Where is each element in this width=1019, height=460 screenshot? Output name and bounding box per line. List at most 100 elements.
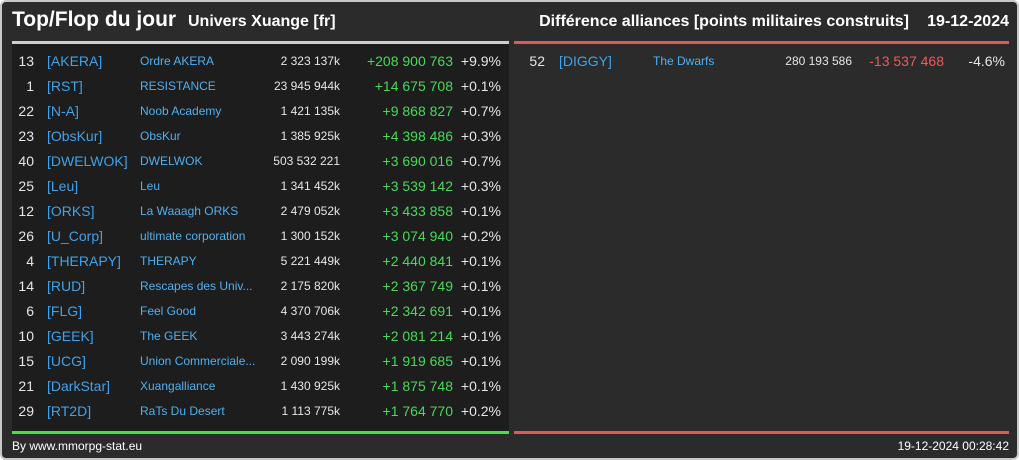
ranking-subtitle: Différence alliances [points militaires … xyxy=(539,13,909,30)
alliance-tag-link[interactable]: [RT2D] xyxy=(47,403,92,419)
alliance-tag-link[interactable]: [DIGGY] xyxy=(559,53,612,69)
percent-change: +0.7% xyxy=(460,153,501,169)
percent-change: +0.1% xyxy=(460,253,501,269)
alliance-rank: 4 xyxy=(26,253,34,269)
header-date: 19-12-2024 xyxy=(927,13,1009,30)
alliance-rank: 26 xyxy=(18,228,34,244)
alliance-name-link[interactable]: The Dwarfs xyxy=(653,54,715,68)
header: Top/Flop du jour Univers Xuange [fr] Dif… xyxy=(2,2,1017,42)
percent-change: +0.1% xyxy=(460,378,501,394)
alliance-tag-link[interactable]: [RUD] xyxy=(47,278,86,294)
alliance-points: 1 341 452k xyxy=(280,179,340,193)
alliance-name-link[interactable]: DWELWOK xyxy=(140,154,203,168)
table-row: 25 [Leu] Leu 1 341 452k +3 539 142 +0.3% xyxy=(12,174,509,199)
alliance-name-link[interactable]: RESISTANCE xyxy=(140,79,216,93)
alliance-rank: 25 xyxy=(18,178,34,194)
table-row: 21 [DarkStar] Xuangalliance 1 430 925k +1 87… xyxy=(12,374,509,399)
top-losers-panel: 52 [DIGGY] The Dwarfs 280 193 586 -13 537 46… xyxy=(514,44,1009,431)
points-difference: +3 433 858 xyxy=(382,203,453,219)
alliance-points: 503 532 221 xyxy=(273,154,340,168)
alliance-rank: 22 xyxy=(18,103,34,119)
alliance-rank: 15 xyxy=(18,353,34,369)
points-difference: -13 537 468 xyxy=(869,53,944,69)
alliance-points: 1 113 775k xyxy=(281,404,341,418)
alliance-rank: 13 xyxy=(18,53,34,69)
alliance-name-link[interactable]: Leu xyxy=(140,179,161,193)
percent-change: +0.1% xyxy=(460,303,501,319)
alliance-tag-link[interactable]: [DarkStar] xyxy=(47,378,111,394)
alliance-points: 2 479 052k xyxy=(280,204,340,218)
alliance-tag-link[interactable]: [AKERA] xyxy=(47,53,103,69)
alliance-tag-link[interactable]: [THERAPY] xyxy=(47,253,121,269)
points-difference: +3 539 142 xyxy=(382,178,453,194)
percent-change: +9.9% xyxy=(460,53,501,69)
table-row: 29 [RT2D] RaTs Du Desert 1 113 775k +1 764 7… xyxy=(12,399,509,424)
alliance-points: 3 443 274k xyxy=(280,329,340,343)
table-row: 10 [GEEK] The GEEK 3 443 274k +2 081 214 +0.1… xyxy=(12,324,509,349)
alliance-rank: 14 xyxy=(18,278,34,294)
table-row: 12 [ORKS] La Waaagh ORKS 2 479 052k +3 433 8… xyxy=(12,199,509,224)
points-difference: +2 081 214 xyxy=(382,328,453,344)
alliance-name-link[interactable]: Ordre AKERA xyxy=(140,54,215,68)
alliance-name-link[interactable]: RaTs Du Desert xyxy=(140,404,225,418)
alliance-name-link[interactable]: Feel Good xyxy=(140,304,197,318)
alliance-points: 4 370 706k xyxy=(280,304,340,318)
alliance-points: 2 323 137k xyxy=(280,54,340,68)
alliance-tag-link[interactable]: [N-A] xyxy=(47,103,79,119)
percent-change: +0.7% xyxy=(460,103,501,119)
table-row: 15 [UCG] Union Commerciale... 2 090 199k +1 … xyxy=(12,349,509,374)
alliance-points: 280 193 586 xyxy=(785,54,852,68)
alliance-tag-link[interactable]: [FLG] xyxy=(47,303,83,319)
table-row: 23 [ObsKur] ObsKur 1 385 925k +4 398 486 +0.3… xyxy=(12,124,509,149)
alliance-name-link[interactable]: ObsKur xyxy=(140,129,181,143)
alliance-name-link[interactable]: ultimate corporation xyxy=(140,229,246,243)
points-difference: +2 367 749 xyxy=(382,278,453,294)
alliance-rank: 6 xyxy=(26,303,34,319)
percent-change: +0.2% xyxy=(460,403,501,419)
alliance-points: 2 090 199k xyxy=(280,354,340,368)
alliance-name-link[interactable]: Rescapes des Univ... xyxy=(140,279,253,293)
universe-label: Univers Xuange [fr] xyxy=(188,13,336,30)
points-difference: +1 875 748 xyxy=(382,378,453,394)
alliance-tag-link[interactable]: [ObsKur] xyxy=(47,128,103,144)
alliance-rank: 21 xyxy=(18,378,34,394)
table-row: 40 [DWELWOK] DWELWOK 503 532 221 +3 690 016 +… xyxy=(12,149,509,174)
source-credit: By www.mmorpg-stat.eu xyxy=(12,439,143,453)
alliance-name-link[interactable]: La Waaagh ORKS xyxy=(140,204,239,218)
alliance-points: 1 300 152k xyxy=(280,229,340,243)
points-difference: +208 900 763 xyxy=(366,53,453,69)
points-difference: +2 342 691 xyxy=(382,303,453,319)
alliance-rank: 23 xyxy=(18,128,34,144)
alliance-name-link[interactable]: The GEEK xyxy=(140,329,198,343)
alliance-name-link[interactable]: Xuangalliance xyxy=(140,379,216,393)
points-difference: +3 074 940 xyxy=(382,228,453,244)
points-difference: +14 675 708 xyxy=(374,78,453,94)
percent-change: +0.3% xyxy=(460,178,501,194)
percent-change: +0.1% xyxy=(460,328,501,344)
alliance-tag-link[interactable]: [ORKS] xyxy=(47,203,95,219)
alliance-tag-link[interactable]: [U_Corp] xyxy=(47,228,104,244)
table-row: 6 [FLG] Feel Good 4 370 706k +2 342 691 +0.1% xyxy=(12,299,509,324)
bottom-divider-right xyxy=(514,431,1009,434)
percent-change: +0.1% xyxy=(460,278,501,294)
table-row: 13 [AKERA] Ordre AKERA 2 323 137k +208 900 7… xyxy=(12,49,509,74)
alliance-name-link[interactable]: Noob Academy xyxy=(140,104,222,118)
alliance-tag-link[interactable]: [RST] xyxy=(47,78,83,94)
percent-change: +0.3% xyxy=(460,128,501,144)
table-row: 4 [THERAPY] THERAPY 5 221 449k +2 440 841 +0.… xyxy=(12,249,509,274)
alliance-tag-link[interactable]: [DWELWOK] xyxy=(47,153,128,169)
footer-timestamp: 19-12-2024 00:28:42 xyxy=(897,439,1009,453)
table-row: 14 [RUD] Rescapes des Univ... 2 175 820k +2 … xyxy=(12,274,509,299)
top-divider-right xyxy=(514,41,1009,44)
alliance-tag-link[interactable]: [GEEK] xyxy=(47,328,94,344)
top-gainers-panel: 13 [AKERA] Ordre AKERA 2 323 137k +208 900 7… xyxy=(12,44,509,431)
alliance-tag-link[interactable]: [Leu] xyxy=(47,178,79,194)
alliance-name-link[interactable]: THERAPY xyxy=(140,254,197,268)
alliance-tag-link[interactable]: [UCG] xyxy=(47,353,86,369)
percent-change: +0.1% xyxy=(460,78,501,94)
percent-change: -4.6% xyxy=(968,53,1005,69)
alliance-points: 2 175 820k xyxy=(280,279,340,293)
percent-change: +0.1% xyxy=(460,203,501,219)
alliance-name-link[interactable]: Union Commerciale... xyxy=(140,354,256,368)
